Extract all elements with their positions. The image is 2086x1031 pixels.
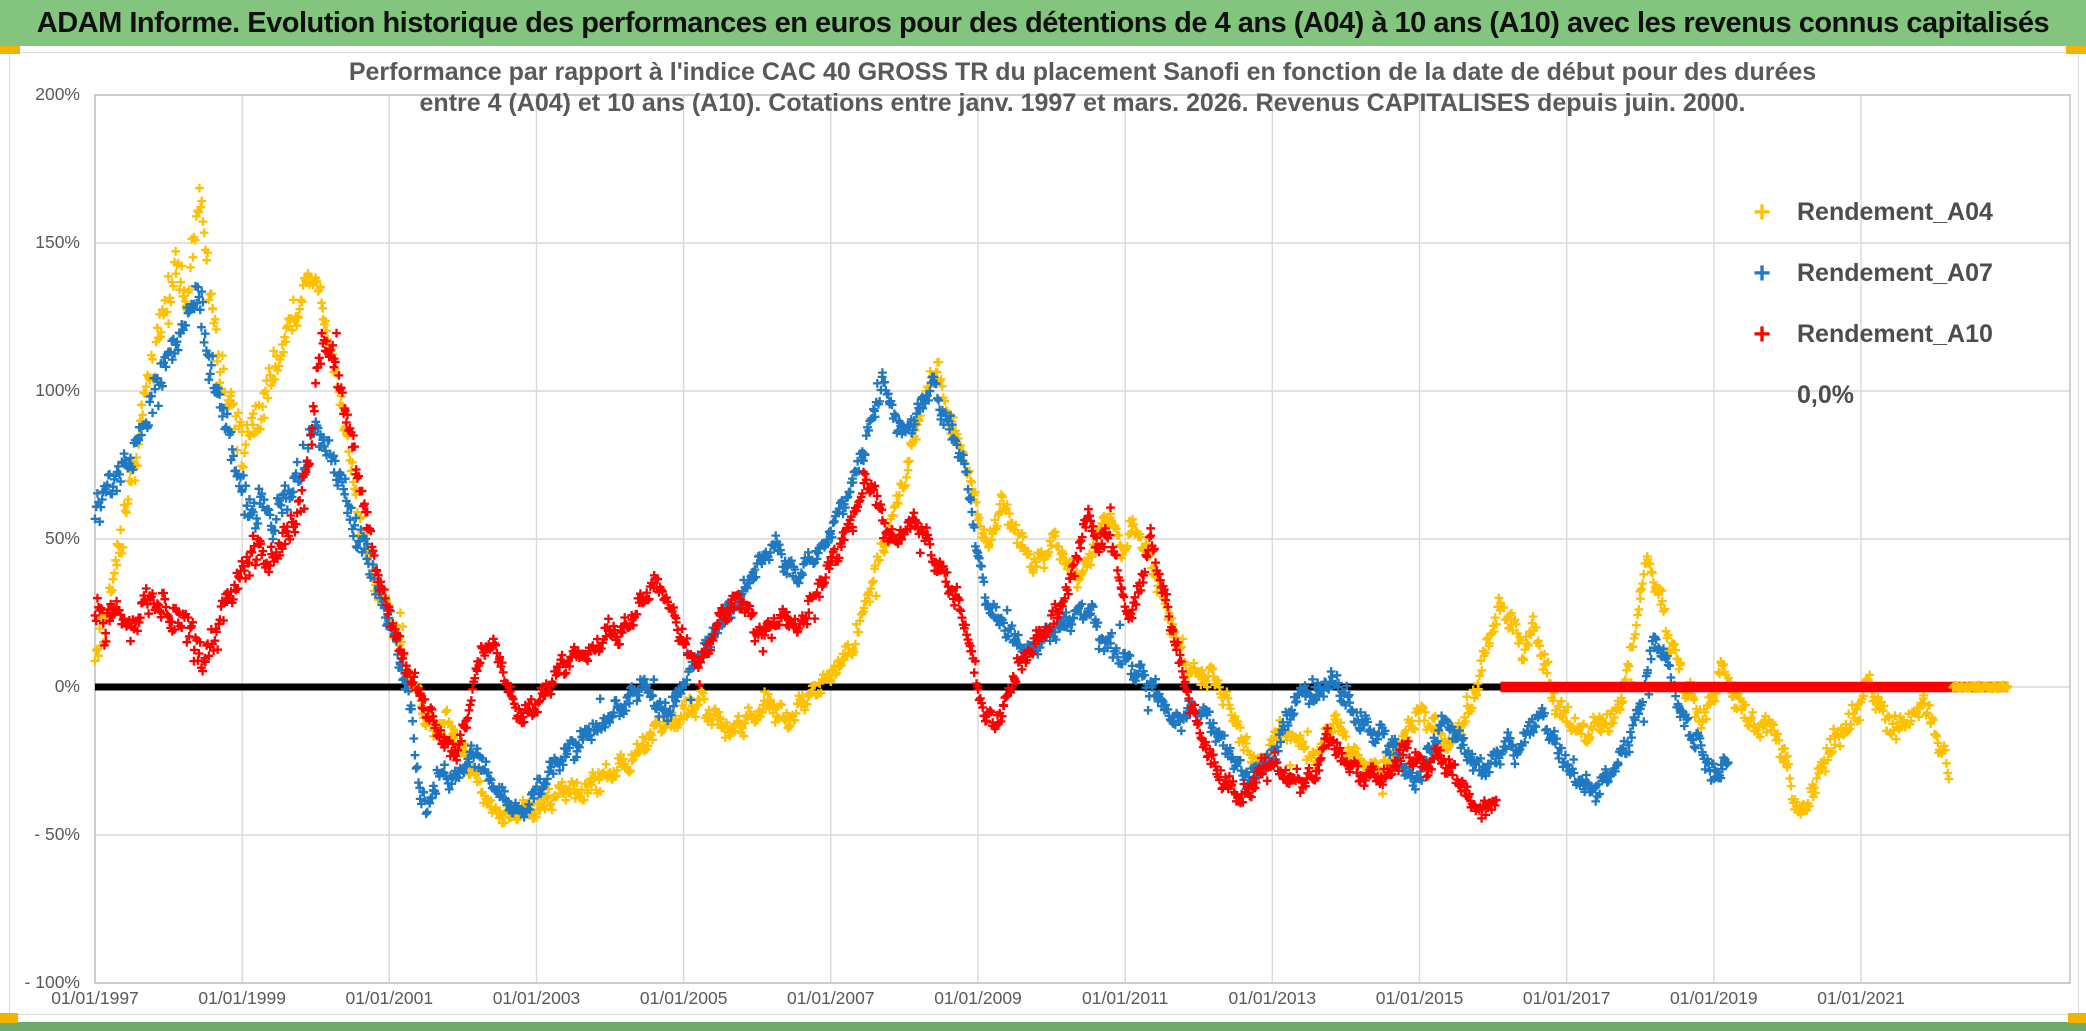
a04-zero-band-markers: [1948, 680, 2013, 694]
chart-title-line1: Performance par rapport à l'indice CAC 4…: [348, 58, 1817, 86]
x-tick-label: 01/01/2017: [1522, 988, 1611, 1008]
banner-title: ADAM Informe. Evolution historique des p…: [36, 6, 2050, 39]
plus-marker-icon: +: [1753, 317, 1771, 351]
chart-legend: + Rendement_A04 + Rendement_A07 + Rendem…: [1733, 182, 2069, 426]
chart-title-line2: entre 4 (A04) et 10 ans (A10). Cotations…: [419, 89, 1746, 117]
y-tick-label: 0%: [54, 676, 80, 696]
plot-border: [94, 94, 2071, 984]
legend-label: 0,0%: [1797, 381, 1854, 409]
legend-item-zero-line[interactable]: 0,0%: [1733, 365, 2069, 426]
x-tick-label: 01/01/2007: [787, 988, 875, 1008]
x-tick-label: 01/01/2005: [639, 988, 728, 1008]
scatter-series-rendement_a04: [90, 183, 1954, 828]
gold-edge-chip-top-right: [2066, 46, 2086, 54]
legend-label: Rendement_A04: [1797, 198, 1993, 226]
x-tick-label: 01/01/1999: [198, 988, 286, 1008]
x-tick-label: 01/01/2009: [934, 988, 1022, 1008]
y-tick-label: 150%: [35, 232, 80, 252]
legend-item-rendement-a07[interactable]: + Rendement_A07: [1733, 243, 2069, 304]
gold-edge-chip-bottom-left: [0, 1013, 18, 1023]
x-tick-label: 01/01/2003: [492, 988, 581, 1008]
top-banner: ADAM Informe. Evolution historique des p…: [0, 0, 2086, 46]
y-tick-label: - 50%: [34, 824, 80, 844]
scatter-series-rendement_a10: [90, 328, 1501, 823]
legend-label: Rendement_A07: [1797, 259, 1993, 287]
bottom-banner-strip: [0, 1022, 2086, 1031]
plus-marker-icon: +: [1753, 195, 1771, 229]
legend-item-rendement-a10[interactable]: + Rendement_A10: [1733, 304, 2069, 365]
chart-title: Performance par rapport à l'indice CAC 4…: [95, 57, 2070, 119]
legend-item-rendement-a04[interactable]: + Rendement_A04: [1733, 182, 2069, 243]
plus-marker-icon: +: [1753, 256, 1771, 290]
x-tick-label: 01/01/2021: [1817, 988, 1905, 1008]
legend-label: Rendement_A10: [1797, 320, 1993, 348]
zero-line-icon: [1733, 381, 1791, 411]
y-tick-label: 200%: [35, 84, 80, 104]
x-tick-label: 01/01/2001: [345, 988, 434, 1008]
x-tick-label: 01/01/2019: [1670, 988, 1758, 1008]
y-tick-label: 50%: [44, 528, 80, 548]
gold-edge-chip-bottom-right: [2068, 1013, 2086, 1023]
x-tick-label: 01/01/2013: [1228, 988, 1317, 1008]
y-tick-label: - 100%: [24, 972, 80, 992]
scatter-series-rendement_a07: [90, 281, 1733, 822]
y-tick-label: 100%: [35, 380, 80, 400]
x-tick-label: 01/01/2011: [1082, 988, 1169, 1008]
x-tick-label: 01/01/1997: [51, 988, 139, 1008]
gold-edge-chip-top-left: [0, 46, 20, 54]
x-tick-label: 01/01/2015: [1375, 988, 1464, 1008]
